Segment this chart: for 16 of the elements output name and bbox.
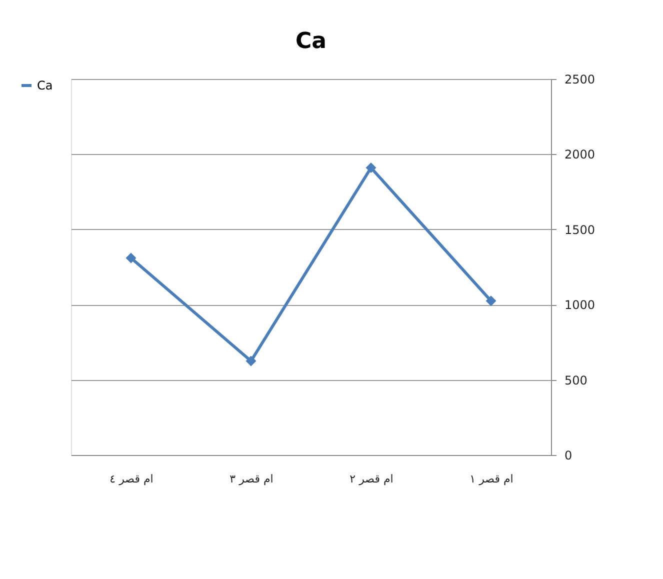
- legend-label: Ca: [37, 78, 53, 92]
- x-tick-label: ام قصر ٣: [230, 472, 274, 486]
- y-tick-label: 1500: [564, 222, 596, 237]
- x-tick-label: ام قصر ٤: [110, 472, 154, 486]
- y-tick-label: 500: [564, 373, 588, 388]
- y-tick-label: 0: [564, 448, 572, 462]
- x-tick-label: ام قصر ١: [470, 472, 514, 486]
- point: [486, 296, 496, 306]
- point: [126, 252, 136, 264]
- y-tick-label: 2500: [564, 72, 596, 86]
- x-tick-label: ام قصر ٢: [350, 472, 394, 486]
- y-tick-label: 2000: [564, 148, 596, 162]
- y-tick-label: 1000: [564, 298, 596, 312]
- chart-title: Ca: [296, 29, 326, 54]
- point: [366, 162, 376, 173]
- point: [246, 356, 256, 366]
